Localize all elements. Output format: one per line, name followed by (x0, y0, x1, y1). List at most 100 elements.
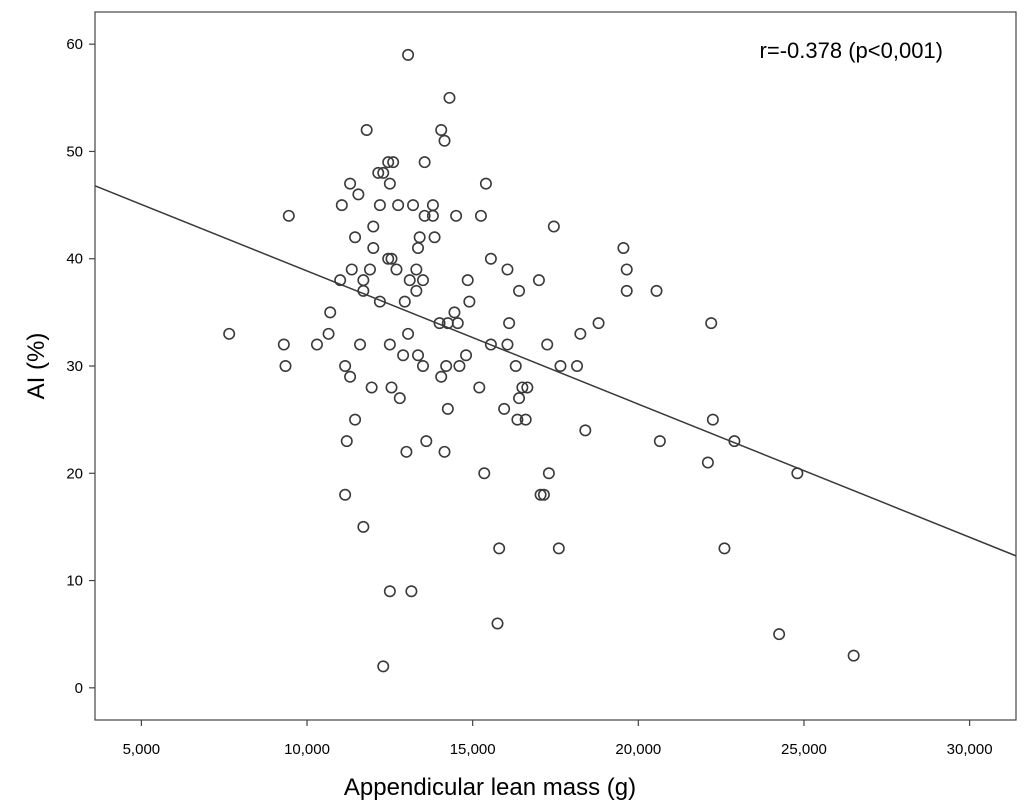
data-point (484, 338, 497, 351)
data-point (503, 317, 516, 330)
data-point (420, 435, 433, 448)
data-point (513, 284, 526, 297)
x-tick-label: 20,000 (615, 741, 661, 758)
data-point (450, 209, 463, 222)
data-point (373, 199, 386, 212)
data-point (435, 124, 448, 137)
data-point (705, 317, 718, 330)
data-point (340, 435, 353, 448)
data-point (339, 359, 352, 372)
data-point (418, 156, 431, 169)
data-point (620, 263, 633, 276)
data-point (501, 263, 514, 276)
data-points (223, 48, 860, 673)
data-point (367, 220, 380, 233)
data-point (521, 381, 534, 394)
y-tick-label: 10 (66, 573, 83, 590)
data-point (344, 370, 357, 383)
regression-line (94, 185, 1017, 557)
data-point (397, 349, 410, 362)
data-point (367, 242, 380, 255)
data-point (537, 488, 550, 501)
data-point (410, 263, 423, 276)
data-point (519, 413, 532, 426)
data-point (509, 359, 522, 372)
data-point (322, 327, 335, 340)
data-point (463, 295, 476, 308)
data-point (387, 156, 400, 169)
data-point (574, 327, 587, 340)
y-axis: 0 10 20 30 40 50 60 (66, 36, 95, 697)
data-point (718, 542, 731, 555)
data-point (412, 242, 425, 255)
y-axis-title: AI (%) (23, 333, 50, 400)
data-point (349, 413, 362, 426)
data-point (438, 445, 451, 458)
data-point (653, 435, 666, 448)
data-point (516, 381, 529, 394)
data-point (453, 359, 466, 372)
data-point (385, 381, 398, 394)
data-point (460, 349, 473, 362)
x-axis: 5,000 10,000 15,000 20,000 25,000 30,000 (123, 720, 993, 758)
data-point (403, 274, 416, 287)
x-tick-label: 5,000 (123, 741, 161, 758)
data-point (571, 359, 584, 372)
data-point (383, 585, 396, 598)
data-point (377, 166, 390, 179)
data-point (513, 392, 526, 405)
data-point (416, 359, 429, 372)
data-point (402, 48, 415, 61)
data-point (416, 274, 429, 287)
y-tick-label: 20 (66, 465, 83, 482)
x-tick-label: 10,000 (284, 741, 330, 758)
data-point (398, 295, 411, 308)
data-point (410, 284, 423, 297)
data-point (617, 242, 630, 255)
data-point (650, 284, 663, 297)
data-point (418, 209, 431, 222)
data-point (791, 467, 804, 480)
data-point (706, 413, 719, 426)
data-point (701, 456, 714, 469)
x-axis-title: Appendicular lean mass (g) (344, 774, 636, 801)
data-point (542, 467, 555, 480)
data-point (339, 488, 352, 501)
data-point (491, 617, 504, 630)
data-point (773, 628, 786, 641)
data-point (383, 338, 396, 351)
data-point (413, 231, 426, 244)
data-point (541, 338, 554, 351)
data-point (461, 274, 474, 287)
data-point (390, 263, 403, 276)
data-point (365, 381, 378, 394)
data-point (592, 317, 605, 330)
data-point (354, 338, 367, 351)
data-point (451, 317, 464, 330)
data-point (428, 231, 441, 244)
data-point (478, 467, 491, 480)
data-point (324, 306, 337, 319)
x-tick-label: 25,000 (781, 741, 827, 758)
data-point (345, 263, 358, 276)
data-point (310, 338, 323, 351)
data-point (385, 252, 398, 265)
data-point (377, 660, 390, 673)
y-tick-label: 30 (66, 358, 83, 375)
data-point (547, 220, 560, 233)
data-point (435, 370, 448, 383)
data-point (448, 306, 461, 319)
data-point (441, 402, 454, 415)
data-point (382, 252, 395, 265)
data-point (474, 209, 487, 222)
data-point (402, 327, 415, 340)
x-tick-label: 30,000 (947, 741, 993, 758)
data-point (357, 520, 370, 533)
data-point (223, 327, 236, 340)
data-point (373, 295, 386, 308)
data-point (438, 134, 451, 147)
data-point (728, 435, 741, 448)
data-point (552, 542, 565, 555)
y-tick-label: 0 (75, 680, 83, 697)
